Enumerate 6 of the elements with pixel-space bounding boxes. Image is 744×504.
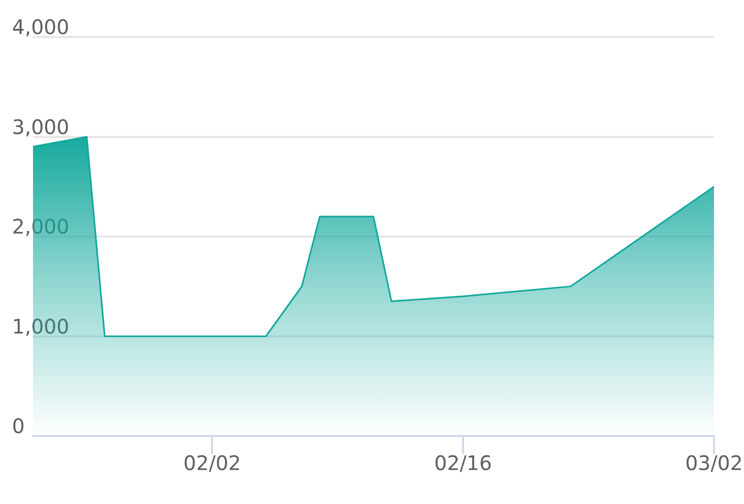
y-tick-label: 3,000: [12, 114, 70, 139]
y-tick-label: 0: [12, 414, 25, 438]
x-tick-label: 03/02: [685, 451, 743, 476]
x-tick-label: 02/16: [434, 451, 492, 476]
x-tick-label: 02/02: [183, 451, 242, 476]
y-tick-label: 4,000: [12, 15, 70, 40]
